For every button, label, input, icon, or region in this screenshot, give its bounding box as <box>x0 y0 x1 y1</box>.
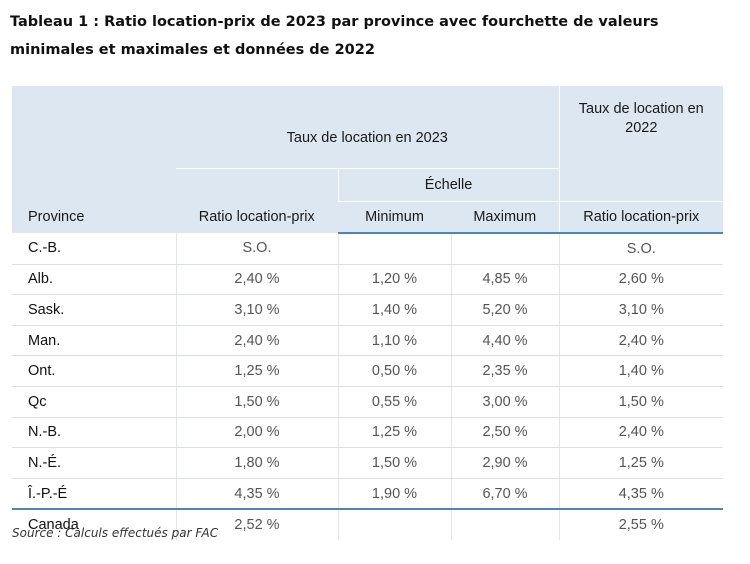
cell-province: C.-B. <box>12 233 176 265</box>
cell-ratio-2022: S.O. <box>558 233 724 265</box>
cell-ratio-2023: 2,40 % <box>175 325 338 357</box>
cell-ratio-2022: 1,40 % <box>558 355 724 387</box>
table-row: Man. 2,40 % 1,10 % 4,40 % 2,40 % <box>12 325 724 357</box>
header-minimum: Minimum <box>338 201 451 234</box>
cell-ratio-2023: 1,50 % <box>175 386 338 418</box>
table-row: Qc 1,50 % 0,55 % 3,00 % 1,50 % <box>12 386 724 418</box>
cell-minimum: 1,90 % <box>337 478 451 510</box>
header-scale: Échelle <box>337 168 560 202</box>
table-header: Province Taux de location en 2023 Taux d… <box>12 86 724 234</box>
cell-maximum: 4,85 % <box>450 264 560 296</box>
cell-minimum: 0,50 % <box>337 355 451 387</box>
header-ratio-2022: Ratio location-prix <box>558 201 724 234</box>
cell-maximum: 3,00 % <box>450 386 560 418</box>
source-note: Source : Calculs effectués par FAC <box>12 526 219 540</box>
cell-ratio-2023: 3,10 % <box>175 294 338 326</box>
cell-maximum: 6,70 % <box>450 478 560 510</box>
cell-maximum <box>450 233 560 265</box>
cell-province: Qc <box>12 386 176 418</box>
cell-ratio-2022: 3,10 % <box>558 294 724 326</box>
cell-ratio-2023: 4,35 % <box>175 478 338 510</box>
header-maximum: Maximum <box>451 201 560 234</box>
cell-maximum: 4,40 % <box>450 325 560 357</box>
cell-maximum: 2,50 % <box>450 417 560 449</box>
cell-ratio-2023: 1,25 % <box>175 355 338 387</box>
table-caption: Tableau 1 : Ratio location-prix de 2023 … <box>10 14 659 58</box>
cell-maximum: 2,35 % <box>450 355 560 387</box>
cell-ratio-2022: 2,55 % <box>558 508 724 540</box>
header-group-2023: Taux de location en 2023 <box>176 86 560 169</box>
cell-minimum: 1,20 % <box>337 264 451 296</box>
cell-minimum: 1,40 % <box>337 294 451 326</box>
table-row-total: Canada 2,52 % 2,55 % <box>12 508 724 540</box>
table-row: Ont. 1,25 % 0,50 % 2,35 % 1,40 % <box>12 355 724 387</box>
cell-minimum: 1,25 % <box>337 417 451 449</box>
cell-minimum: 0,55 % <box>337 386 451 418</box>
table-body: C.-B. S.O. S.O. Alb. 2,40 % 1,20 % 4,85 … <box>12 233 724 540</box>
header-group-2022: Taux de location en 2022 <box>558 86 724 202</box>
header-ratio-2023: Ratio location-prix <box>176 168 338 233</box>
cell-minimum: 1,50 % <box>337 447 451 479</box>
table-row: N.-É. 1,80 % 1,50 % 2,90 % 1,25 % <box>12 447 724 479</box>
cell-ratio-2022: 4,35 % <box>558 478 724 510</box>
cell-province: Î.-P.-É <box>12 478 176 510</box>
cell-minimum <box>337 508 451 540</box>
table-row: Sask. 3,10 % 1,40 % 5,20 % 3,10 % <box>12 294 724 326</box>
table-row: Î.-P.-É 4,35 % 1,90 % 6,70 % 4,35 % <box>12 478 724 510</box>
cell-province: Man. <box>12 325 176 357</box>
cell-maximum: 2,90 % <box>450 447 560 479</box>
cell-maximum <box>450 508 560 540</box>
cell-ratio-2022: 2,40 % <box>558 417 724 449</box>
cell-ratio-2022: 1,25 % <box>558 447 724 479</box>
cell-maximum: 5,20 % <box>450 294 560 326</box>
table-row: C.-B. S.O. S.O. <box>12 233 724 265</box>
cell-ratio-2023: 2,40 % <box>175 264 338 296</box>
cell-ratio-2022: 2,40 % <box>558 325 724 357</box>
header-province: Province <box>12 86 176 233</box>
cell-province: N.-B. <box>12 417 176 449</box>
cell-province: N.-É. <box>12 447 176 479</box>
table-row: Alb. 2,40 % 1,20 % 4,85 % 2,60 % <box>12 264 724 296</box>
rent-price-ratio-table: Province Taux de location en 2023 Taux d… <box>12 86 724 540</box>
cell-ratio-2023: 2,52 % <box>175 508 338 540</box>
header-group-2022-label: Taux de location en 2022 <box>578 101 704 136</box>
cell-province: Sask. <box>12 294 176 326</box>
cell-province: Canada <box>12 508 176 540</box>
cell-minimum: 1,10 % <box>337 325 451 357</box>
cell-ratio-2022: 2,60 % <box>558 264 724 296</box>
cell-ratio-2022: 1,50 % <box>558 386 724 418</box>
cell-ratio-2023: S.O. <box>175 233 338 265</box>
cell-ratio-2023: 1,80 % <box>175 447 338 479</box>
header-group-2023-label: Taux de location en 2023 <box>286 130 448 146</box>
cell-province: Alb. <box>12 264 176 296</box>
table-row: N.-B. 2,00 % 1,25 % 2,50 % 2,40 % <box>12 417 724 449</box>
cell-province: Ont. <box>12 355 176 387</box>
cell-minimum <box>337 233 451 265</box>
cell-ratio-2023: 2,00 % <box>175 417 338 449</box>
